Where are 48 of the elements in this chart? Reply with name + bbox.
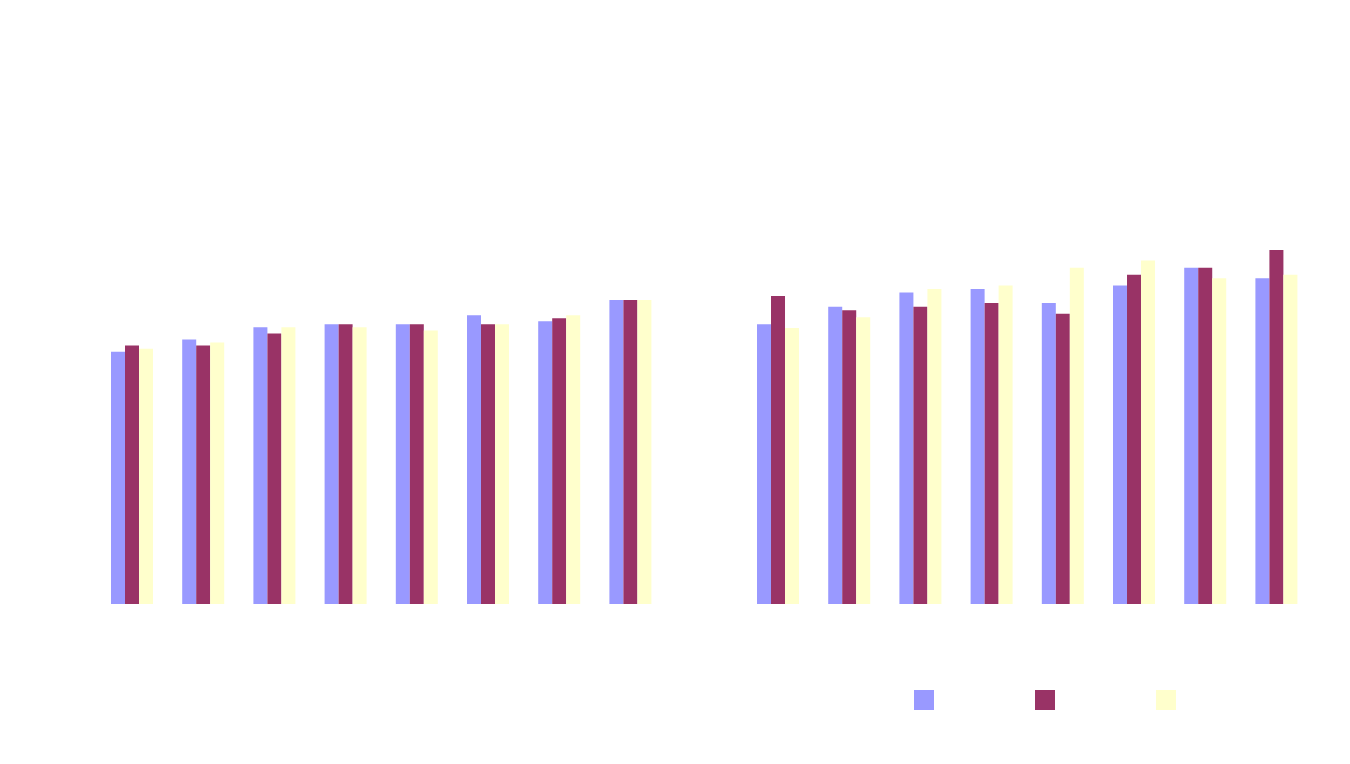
bar: [324, 324, 339, 604]
bar: [552, 318, 567, 604]
bar: [196, 345, 211, 604]
bar: [757, 324, 772, 604]
bar: [139, 348, 153, 604]
bar: [785, 327, 800, 604]
bar: [423, 330, 438, 604]
bar: [771, 296, 786, 604]
bar: [998, 285, 1013, 604]
bar: [409, 324, 424, 604]
bar: [856, 317, 871, 604]
bar: [111, 351, 125, 604]
bar: [253, 327, 268, 604]
bar: [970, 288, 985, 604]
bar: [637, 299, 652, 604]
bar: [984, 303, 999, 604]
bar: [352, 327, 367, 604]
bar: [1269, 249, 1284, 604]
bar: [395, 324, 410, 604]
bar: [467, 315, 481, 604]
bar: [1198, 267, 1213, 604]
bar: [566, 315, 581, 604]
bar: [281, 327, 296, 604]
bar: [1055, 313, 1070, 604]
bar: [210, 342, 225, 604]
bar: [913, 306, 928, 604]
bar: [338, 324, 353, 604]
bar: [828, 306, 843, 604]
bar: [1255, 278, 1270, 604]
bar: [1113, 285, 1128, 604]
bar: [609, 299, 624, 604]
bar: [1127, 274, 1142, 604]
bar: [182, 339, 197, 604]
bar: [899, 292, 914, 604]
bar: [1141, 260, 1156, 604]
bar: [1212, 278, 1227, 604]
bar: [1069, 267, 1084, 604]
bar: [1184, 267, 1199, 604]
bar: [538, 321, 553, 604]
bar: [1041, 303, 1056, 604]
bar: [495, 324, 509, 604]
bar: [125, 345, 139, 604]
bar: [267, 333, 282, 604]
bar: [927, 288, 942, 604]
bar: [481, 324, 495, 604]
bar: [1283, 274, 1298, 604]
bar: [623, 299, 638, 604]
bar: [842, 310, 857, 604]
